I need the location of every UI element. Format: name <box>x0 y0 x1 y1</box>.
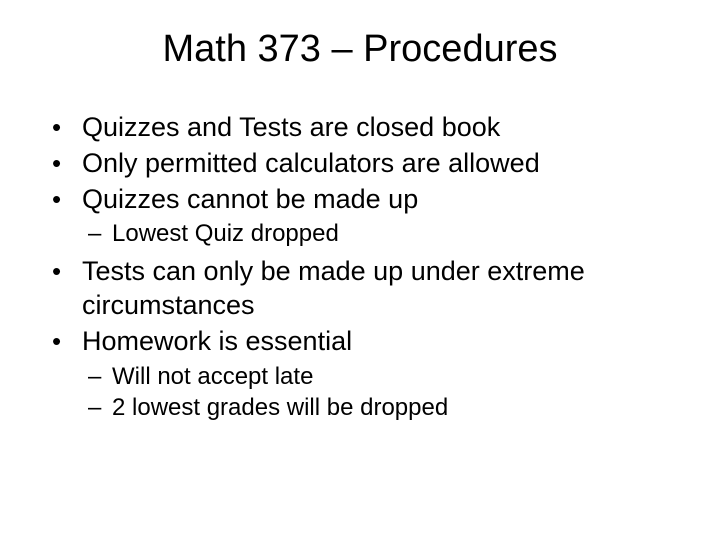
bullet-text: Only permitted calculators are allowed <box>82 148 540 178</box>
bullet-text: Will not accept late <box>112 363 313 390</box>
list-item: Tests can only be made up under extreme … <box>48 255 690 323</box>
bullet-list: Quizzes and Tests are closed book Only p… <box>30 111 690 423</box>
bullet-text: Lowest Quiz dropped <box>112 220 339 247</box>
sub-list-item: 2 lowest grades will be dropped <box>88 392 690 423</box>
bullet-text: Homework is essential <box>82 326 352 356</box>
bullet-text: Quizzes cannot be made up <box>82 184 418 214</box>
sub-list-item: Will not accept late <box>88 361 690 392</box>
bullet-text: Quizzes and Tests are closed book <box>82 112 500 142</box>
list-item: Quizzes cannot be made up Lowest Quiz dr… <box>48 183 690 250</box>
list-item: Only permitted calculators are allowed <box>48 147 690 181</box>
bullet-text: Tests can only be made up under extreme … <box>82 256 585 320</box>
sub-list-item: Lowest Quiz dropped <box>88 218 690 249</box>
bullet-text: 2 lowest grades will be dropped <box>112 394 448 421</box>
sub-list: Will not accept late 2 lowest grades wil… <box>82 361 690 423</box>
sub-list: Lowest Quiz dropped <box>82 218 690 249</box>
list-item: Homework is essential Will not accept la… <box>48 325 690 423</box>
slide-title: Math 373 – Procedures <box>30 28 690 71</box>
list-item: Quizzes and Tests are closed book <box>48 111 690 145</box>
